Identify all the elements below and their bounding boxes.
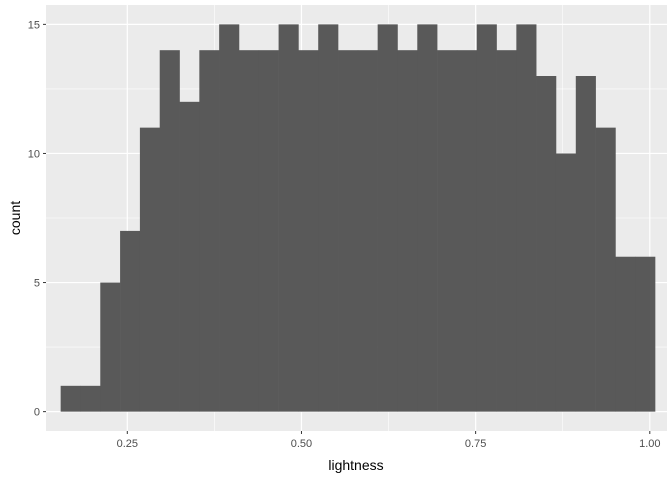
histogram-bar (437, 50, 458, 412)
histogram-bar (199, 50, 220, 412)
y-tick-label: 10 (28, 148, 40, 160)
histogram-bar (318, 24, 339, 412)
histogram-bar (338, 50, 359, 412)
histogram-bar (219, 24, 240, 412)
histogram-bar (120, 230, 141, 412)
x-axis-title: lightness (328, 457, 383, 473)
histogram-bars (60, 24, 656, 412)
histogram-bar (635, 256, 656, 412)
histogram-bar (536, 76, 557, 412)
x-tick-label: 0.25 (117, 438, 138, 450)
histogram-bar (516, 24, 537, 412)
histogram-bar (496, 50, 517, 412)
x-tick-label: 0.75 (465, 438, 486, 450)
histogram-bar (456, 50, 478, 412)
histogram-bar (258, 50, 279, 412)
histogram-bar (278, 24, 299, 412)
y-axis-title: count (7, 201, 23, 235)
histogram-bar (476, 24, 497, 412)
histogram-bar (397, 50, 418, 412)
x-tick-label: 1.00 (639, 438, 660, 450)
histogram-bar (60, 385, 81, 412)
histogram-bar (357, 50, 378, 412)
histogram-bar (238, 50, 260, 412)
histogram-bar (298, 50, 319, 412)
y-tick-label: 15 (28, 19, 40, 31)
y-tick-label: 0 (34, 407, 40, 419)
histogram-bar (100, 282, 121, 412)
x-tick-label: 0.50 (291, 438, 312, 450)
histogram-bar (179, 101, 200, 412)
x-axis: 0.25 0.50 0.75 1.00 (117, 431, 661, 450)
histogram-bar (615, 256, 636, 412)
y-tick-label: 5 (34, 278, 40, 290)
histogram-bar (377, 24, 398, 412)
histogram-bar (417, 24, 438, 412)
histogram-bar (139, 127, 161, 412)
histogram-bar (159, 50, 180, 412)
histogram-bar (555, 153, 577, 412)
histogram-bar (595, 127, 616, 412)
histogram-bar (575, 76, 596, 412)
y-axis: 0 5 10 15 (28, 19, 46, 419)
histogram-bar (80, 385, 101, 412)
